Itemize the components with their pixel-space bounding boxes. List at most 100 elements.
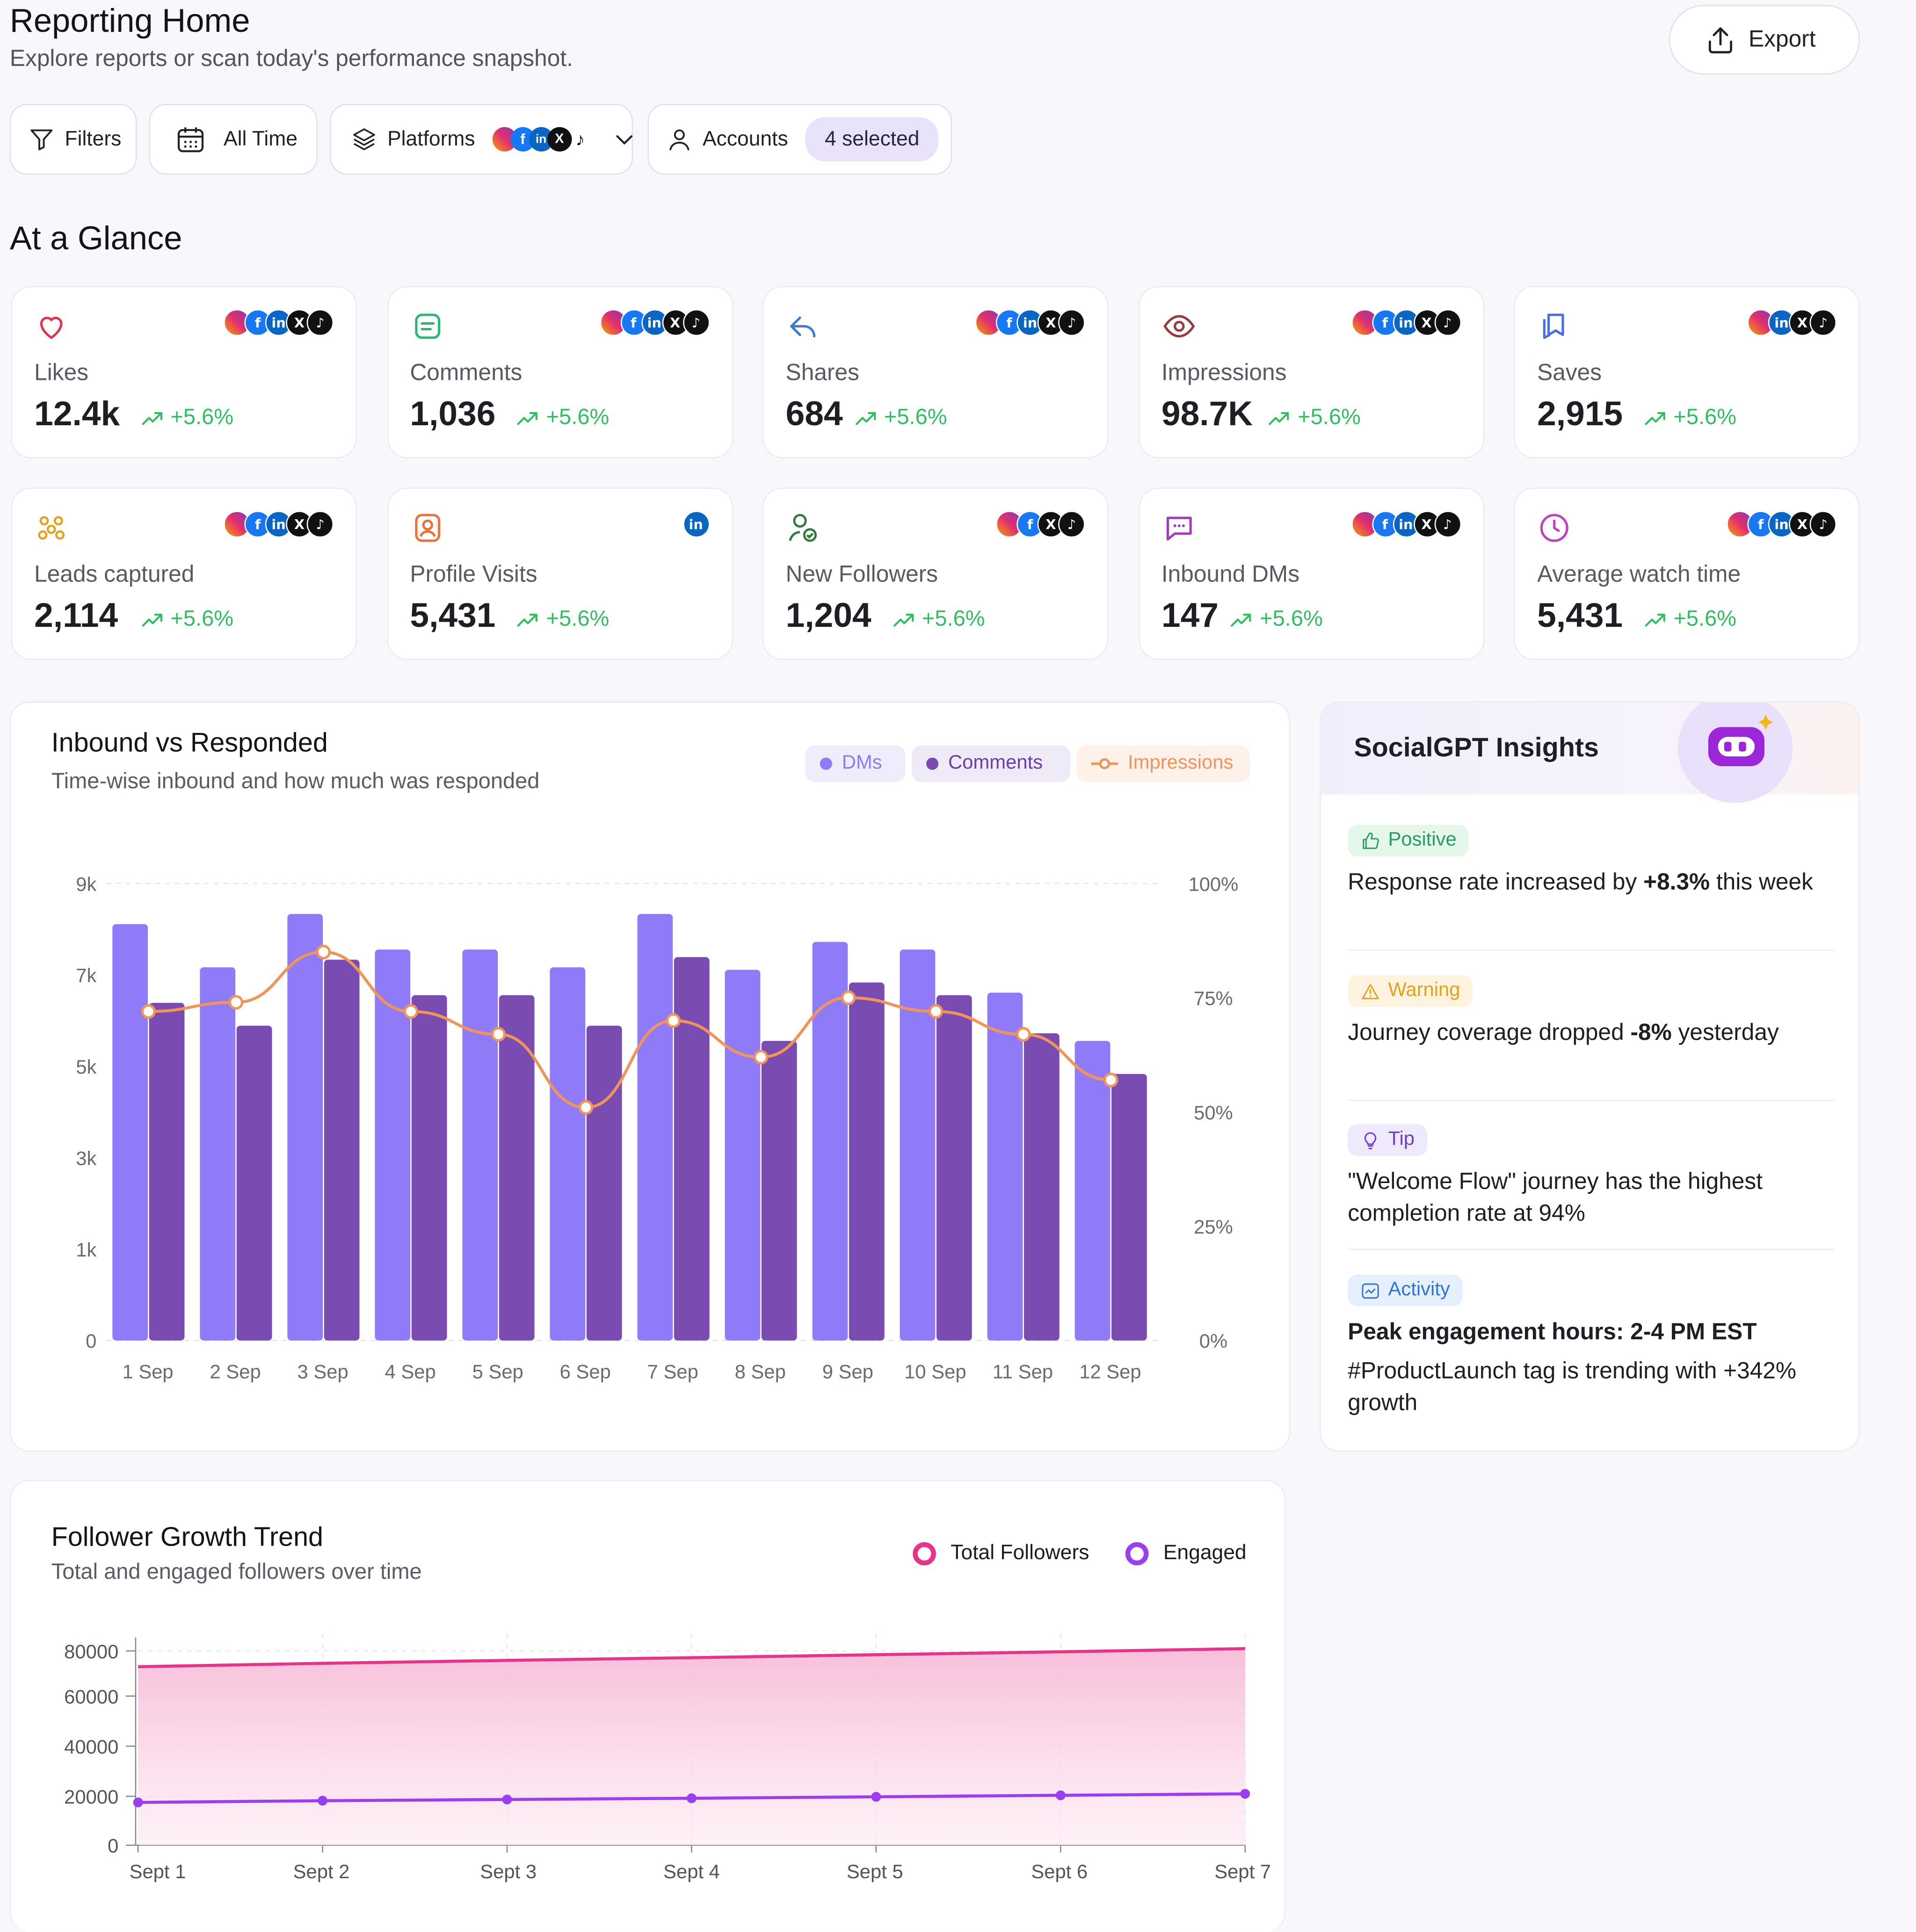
metric-delta: +5.6% bbox=[855, 405, 947, 430]
insight-badge: Tip bbox=[1348, 1124, 1427, 1156]
user-check-icon bbox=[789, 514, 817, 542]
legend-total-followers[interactable]: Total Followers bbox=[913, 1541, 1089, 1565]
metric-card-leads-captured[interactable]: f in X ♪ Leads captured 2,114 +5.6% bbox=[11, 487, 357, 660]
metric-value: 147 bbox=[1161, 596, 1219, 634]
metric-card-saves[interactable]: in X ♪ Saves 2,915 +5.6% bbox=[1514, 286, 1860, 458]
metric-delta-value: +5.6% bbox=[1260, 606, 1323, 631]
x-tick-label: Sept 2 bbox=[293, 1860, 350, 1882]
engaged-point bbox=[687, 1793, 697, 1803]
trend-up-icon bbox=[893, 613, 914, 626]
trend-up-icon bbox=[1231, 613, 1251, 626]
legend-impressions[interactable]: Impressions bbox=[1076, 745, 1250, 782]
impressions-point bbox=[841, 990, 856, 1005]
platform-icons: f in X ♪ bbox=[1350, 510, 1461, 538]
bar-comments bbox=[936, 995, 972, 1341]
total-followers-area bbox=[138, 1649, 1245, 1845]
bar-dms bbox=[900, 949, 936, 1341]
bar-comments bbox=[324, 959, 360, 1341]
legend-dot bbox=[926, 757, 939, 770]
x-tick-label: Sept 7 bbox=[1214, 1860, 1271, 1882]
x-tick-label: 9 Sep bbox=[822, 1361, 873, 1383]
facebook-icon: f bbox=[1747, 510, 1774, 538]
insight-badge: Activity bbox=[1348, 1274, 1462, 1307]
insight-badge-label: Positive bbox=[1388, 829, 1457, 851]
legend-dms[interactable]: DMs bbox=[805, 745, 906, 782]
bar-comments bbox=[674, 957, 710, 1341]
metric-card-average-watch-time[interactable]: f in X ♪ Average watch time 5,431 +5.6% bbox=[1514, 487, 1860, 660]
metric-value: 2,915 bbox=[1537, 394, 1623, 433]
metric-card-likes[interactable]: f in X ♪ Likes 12.4k +5.6% bbox=[11, 286, 357, 458]
insight-positive: Positive Response rate increased by +8.3%… bbox=[1348, 825, 1834, 899]
x-tick-label: 2 Sep bbox=[210, 1361, 261, 1383]
tiktok-icon: ♪ bbox=[1058, 510, 1085, 538]
tiktok-icon: ♪ bbox=[1809, 309, 1837, 336]
x-tick-label: 8 Sep bbox=[735, 1361, 786, 1383]
insight-activity: Activity Peak engagement hours: 2-4 PM ES… bbox=[1348, 1274, 1834, 1420]
legend-comments[interactable]: Comments bbox=[911, 745, 1071, 782]
total-followers-line bbox=[138, 1647, 1245, 1669]
comment-icon bbox=[414, 313, 440, 339]
trend-up-icon bbox=[517, 411, 537, 425]
metric-card-inbound-dms[interactable]: f in X ♪ Inbound DMs 147 +5.6% bbox=[1138, 487, 1484, 660]
y-tick-label: 1k bbox=[76, 1239, 96, 1261]
insight-divider bbox=[1348, 1249, 1834, 1250]
date-range-label: All Time bbox=[224, 127, 298, 151]
metric-delta: +5.6% bbox=[141, 405, 233, 430]
clock-icon bbox=[1540, 514, 1568, 542]
metric-label: Shares bbox=[785, 360, 859, 386]
insight-text-main: Response rate increased by bbox=[1348, 869, 1644, 895]
y2-tick-label: 0% bbox=[1199, 1330, 1227, 1352]
layers-icon bbox=[353, 128, 375, 151]
metric-card-comments[interactable]: f in X ♪ Comments 1,036 +5.6% bbox=[386, 286, 733, 458]
metric-delta-value: +5.6% bbox=[546, 404, 610, 429]
y2-tick-label: 25% bbox=[1194, 1216, 1233, 1238]
y-tick-label: 20000 bbox=[64, 1786, 118, 1808]
metric-delta-value: +5.6% bbox=[1673, 606, 1737, 631]
x-tick-label: 1 Sep bbox=[122, 1361, 173, 1383]
metric-delta-value: +5.6% bbox=[170, 404, 234, 429]
insight-strong: Peak engagement hours: 2-4 PM EST bbox=[1348, 1319, 1757, 1345]
trend-up-icon bbox=[855, 411, 876, 425]
bar-comments bbox=[236, 1025, 272, 1341]
socialgpt-logo bbox=[1677, 703, 1793, 803]
instagram-icon bbox=[1350, 309, 1378, 336]
bar-dms bbox=[725, 970, 761, 1341]
bar-dms bbox=[112, 924, 148, 1341]
insight-text: "Welcome Flow" journey has the highest c… bbox=[1348, 1166, 1834, 1230]
metric-delta: +5.6% bbox=[1268, 405, 1361, 430]
metric-card-impressions[interactable]: f in X ♪ Impressions 98.7K +5.6% bbox=[1138, 286, 1484, 458]
legend-ring bbox=[913, 1541, 936, 1565]
date-range-button[interactable]: All Time bbox=[149, 104, 318, 175]
bar-comments bbox=[761, 1041, 797, 1341]
linkedin-icon: in bbox=[1768, 510, 1795, 538]
metric-delta: +5.6% bbox=[1644, 606, 1736, 632]
export-button[interactable]: Export bbox=[1669, 5, 1860, 75]
bar-dms bbox=[812, 942, 848, 1341]
metric-label: Impressions bbox=[1161, 360, 1287, 386]
bar-comments bbox=[586, 1025, 622, 1341]
eye-icon bbox=[1163, 315, 1194, 338]
metric-value: 684 bbox=[785, 394, 843, 433]
bar-comments bbox=[499, 995, 535, 1341]
engaged-point bbox=[133, 1797, 143, 1808]
metric-card-new-followers[interactable]: f X ♪ New Followers 1,204 +5.6% bbox=[762, 487, 1109, 660]
platform-icons: f in X ♪ bbox=[224, 309, 334, 336]
bar-dms bbox=[287, 914, 323, 1341]
legend-engaged[interactable]: Engaged bbox=[1125, 1541, 1247, 1565]
platform-icons: f in X ♪ bbox=[492, 127, 592, 152]
metric-card-profile-visits[interactable]: in Profile Visits 5,431 +5.6% bbox=[386, 487, 733, 660]
line-marker-icon bbox=[1091, 758, 1118, 770]
y2-tick-label: 75% bbox=[1194, 988, 1233, 1010]
bar-comments bbox=[1111, 1074, 1147, 1341]
accounts-dropdown[interactable]: Accounts 4 selected bbox=[647, 104, 952, 175]
filters-button[interactable]: Filters bbox=[9, 104, 137, 175]
insight-badge: Warning bbox=[1348, 975, 1473, 1007]
metric-delta: +5.6% bbox=[141, 606, 233, 632]
insight-text-tail: yesterday bbox=[1671, 1019, 1779, 1046]
impressions-point bbox=[316, 944, 331, 959]
insight-warning: Warning Journey coverage dropped -8% yest… bbox=[1348, 975, 1834, 1049]
insight-text-tail: this week bbox=[1710, 869, 1813, 895]
tiktok-icon: ♪ bbox=[1434, 309, 1461, 336]
platforms-dropdown[interactable]: Platforms f in X ♪ bbox=[330, 104, 633, 175]
metric-card-shares[interactable]: f in X ♪ Shares 684 +5.6% bbox=[762, 286, 1109, 458]
